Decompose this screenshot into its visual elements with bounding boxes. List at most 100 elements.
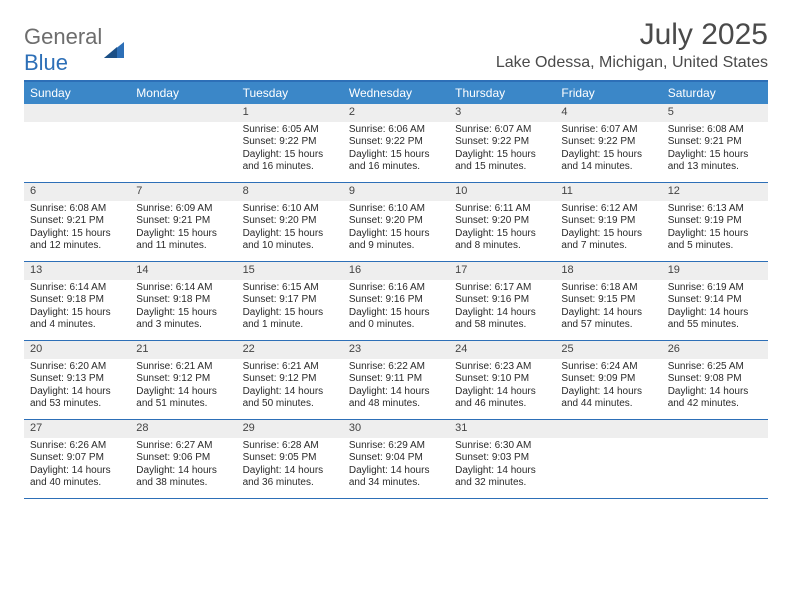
day-cell: 8Sunrise: 6:10 AMSunset: 9:20 PMDaylight… xyxy=(237,183,343,261)
day-number: 5 xyxy=(662,104,768,122)
day-details: Sunrise: 6:08 AMSunset: 9:21 PMDaylight:… xyxy=(24,201,130,257)
day-details: Sunrise: 6:08 AMSunset: 9:21 PMDaylight:… xyxy=(662,122,768,178)
day-cell: 5Sunrise: 6:08 AMSunset: 9:21 PMDaylight… xyxy=(662,104,768,182)
week-row: 27Sunrise: 6:26 AMSunset: 9:07 PMDayligh… xyxy=(24,420,768,499)
day-cell: 3Sunrise: 6:07 AMSunset: 9:22 PMDaylight… xyxy=(449,104,555,182)
day-details: Sunrise: 6:10 AMSunset: 9:20 PMDaylight:… xyxy=(343,201,449,257)
brand-part1: General xyxy=(24,24,102,49)
day-details: Sunrise: 6:13 AMSunset: 9:19 PMDaylight:… xyxy=(662,201,768,257)
brand-triangle-icon xyxy=(104,42,124,58)
day-details: Sunrise: 6:29 AMSunset: 9:04 PMDaylight:… xyxy=(343,438,449,494)
day-details: Sunrise: 6:12 AMSunset: 9:19 PMDaylight:… xyxy=(555,201,661,257)
day-number: 3 xyxy=(449,104,555,122)
day-number: 4 xyxy=(555,104,661,122)
day-details: Sunrise: 6:06 AMSunset: 9:22 PMDaylight:… xyxy=(343,122,449,178)
day-cell: 10Sunrise: 6:11 AMSunset: 9:20 PMDayligh… xyxy=(449,183,555,261)
week-row: 1Sunrise: 6:05 AMSunset: 9:22 PMDaylight… xyxy=(24,104,768,183)
day-number: 15 xyxy=(237,262,343,280)
day-number: 14 xyxy=(130,262,236,280)
day-details: Sunrise: 6:21 AMSunset: 9:12 PMDaylight:… xyxy=(237,359,343,415)
day-number xyxy=(24,104,130,122)
day-details: Sunrise: 6:30 AMSunset: 9:03 PMDaylight:… xyxy=(449,438,555,494)
location-text: Lake Odessa, Michigan, United States xyxy=(496,54,768,72)
day-details: Sunrise: 6:20 AMSunset: 9:13 PMDaylight:… xyxy=(24,359,130,415)
day-cell: 13Sunrise: 6:14 AMSunset: 9:18 PMDayligh… xyxy=(24,262,130,340)
weekday-header: Friday xyxy=(555,82,661,104)
day-details: Sunrise: 6:18 AMSunset: 9:15 PMDaylight:… xyxy=(555,280,661,336)
day-number: 10 xyxy=(449,183,555,201)
day-cell: 17Sunrise: 6:17 AMSunset: 9:16 PMDayligh… xyxy=(449,262,555,340)
day-number: 21 xyxy=(130,341,236,359)
day-cell: 23Sunrise: 6:22 AMSunset: 9:11 PMDayligh… xyxy=(343,341,449,419)
day-cell: 4Sunrise: 6:07 AMSunset: 9:22 PMDaylight… xyxy=(555,104,661,182)
weekday-header-row: SundayMondayTuesdayWednesdayThursdayFrid… xyxy=(24,82,768,104)
empty-cell xyxy=(24,104,130,182)
day-details: Sunrise: 6:19 AMSunset: 9:14 PMDaylight:… xyxy=(662,280,768,336)
day-number: 18 xyxy=(555,262,661,280)
day-details: Sunrise: 6:09 AMSunset: 9:21 PMDaylight:… xyxy=(130,201,236,257)
title-block: July 2025 Lake Odessa, Michigan, United … xyxy=(496,18,768,72)
week-row: 13Sunrise: 6:14 AMSunset: 9:18 PMDayligh… xyxy=(24,262,768,341)
day-number: 17 xyxy=(449,262,555,280)
day-details: Sunrise: 6:17 AMSunset: 9:16 PMDaylight:… xyxy=(449,280,555,336)
weekday-header: Wednesday xyxy=(343,82,449,104)
day-number: 29 xyxy=(237,420,343,438)
day-details: Sunrise: 6:24 AMSunset: 9:09 PMDaylight:… xyxy=(555,359,661,415)
week-row: 20Sunrise: 6:20 AMSunset: 9:13 PMDayligh… xyxy=(24,341,768,420)
day-cell: 16Sunrise: 6:16 AMSunset: 9:16 PMDayligh… xyxy=(343,262,449,340)
day-cell: 6Sunrise: 6:08 AMSunset: 9:21 PMDaylight… xyxy=(24,183,130,261)
day-number: 25 xyxy=(555,341,661,359)
day-details: Sunrise: 6:28 AMSunset: 9:05 PMDaylight:… xyxy=(237,438,343,494)
day-number xyxy=(662,420,768,438)
day-number xyxy=(130,104,236,122)
day-number: 1 xyxy=(237,104,343,122)
day-number: 22 xyxy=(237,341,343,359)
day-cell: 7Sunrise: 6:09 AMSunset: 9:21 PMDaylight… xyxy=(130,183,236,261)
day-number: 11 xyxy=(555,183,661,201)
day-number: 8 xyxy=(237,183,343,201)
day-cell: 15Sunrise: 6:15 AMSunset: 9:17 PMDayligh… xyxy=(237,262,343,340)
day-number: 7 xyxy=(130,183,236,201)
day-cell: 22Sunrise: 6:21 AMSunset: 9:12 PMDayligh… xyxy=(237,341,343,419)
day-number: 30 xyxy=(343,420,449,438)
day-number: 19 xyxy=(662,262,768,280)
day-details: Sunrise: 6:26 AMSunset: 9:07 PMDaylight:… xyxy=(24,438,130,494)
brand-logo: General Blue xyxy=(24,18,124,76)
day-cell: 12Sunrise: 6:13 AMSunset: 9:19 PMDayligh… xyxy=(662,183,768,261)
week-row: 6Sunrise: 6:08 AMSunset: 9:21 PMDaylight… xyxy=(24,183,768,262)
day-cell: 29Sunrise: 6:28 AMSunset: 9:05 PMDayligh… xyxy=(237,420,343,498)
day-details: Sunrise: 6:14 AMSunset: 9:18 PMDaylight:… xyxy=(130,280,236,336)
day-number: 13 xyxy=(24,262,130,280)
day-cell: 1Sunrise: 6:05 AMSunset: 9:22 PMDaylight… xyxy=(237,104,343,182)
day-number: 26 xyxy=(662,341,768,359)
day-cell: 24Sunrise: 6:23 AMSunset: 9:10 PMDayligh… xyxy=(449,341,555,419)
day-cell: 20Sunrise: 6:20 AMSunset: 9:13 PMDayligh… xyxy=(24,341,130,419)
brand-text: General Blue xyxy=(24,24,102,76)
weekday-header: Sunday xyxy=(24,82,130,104)
day-cell: 11Sunrise: 6:12 AMSunset: 9:19 PMDayligh… xyxy=(555,183,661,261)
day-cell: 19Sunrise: 6:19 AMSunset: 9:14 PMDayligh… xyxy=(662,262,768,340)
day-cell: 14Sunrise: 6:14 AMSunset: 9:18 PMDayligh… xyxy=(130,262,236,340)
month-title: July 2025 xyxy=(496,18,768,52)
day-details: Sunrise: 6:10 AMSunset: 9:20 PMDaylight:… xyxy=(237,201,343,257)
day-cell: 25Sunrise: 6:24 AMSunset: 9:09 PMDayligh… xyxy=(555,341,661,419)
day-number: 23 xyxy=(343,341,449,359)
day-number: 27 xyxy=(24,420,130,438)
day-details: Sunrise: 6:07 AMSunset: 9:22 PMDaylight:… xyxy=(555,122,661,178)
day-cell: 2Sunrise: 6:06 AMSunset: 9:22 PMDaylight… xyxy=(343,104,449,182)
day-details: Sunrise: 6:14 AMSunset: 9:18 PMDaylight:… xyxy=(24,280,130,336)
day-details: Sunrise: 6:22 AMSunset: 9:11 PMDaylight:… xyxy=(343,359,449,415)
weeks-container: 1Sunrise: 6:05 AMSunset: 9:22 PMDaylight… xyxy=(24,104,768,499)
weekday-header: Saturday xyxy=(662,82,768,104)
day-details: Sunrise: 6:07 AMSunset: 9:22 PMDaylight:… xyxy=(449,122,555,178)
day-details: Sunrise: 6:25 AMSunset: 9:08 PMDaylight:… xyxy=(662,359,768,415)
day-details: Sunrise: 6:23 AMSunset: 9:10 PMDaylight:… xyxy=(449,359,555,415)
day-cell: 27Sunrise: 6:26 AMSunset: 9:07 PMDayligh… xyxy=(24,420,130,498)
brand-part2: Blue xyxy=(24,50,68,75)
day-number: 12 xyxy=(662,183,768,201)
day-number: 16 xyxy=(343,262,449,280)
day-number: 28 xyxy=(130,420,236,438)
calendar-grid: SundayMondayTuesdayWednesdayThursdayFrid… xyxy=(24,80,768,499)
day-cell: 28Sunrise: 6:27 AMSunset: 9:06 PMDayligh… xyxy=(130,420,236,498)
day-cell: 18Sunrise: 6:18 AMSunset: 9:15 PMDayligh… xyxy=(555,262,661,340)
